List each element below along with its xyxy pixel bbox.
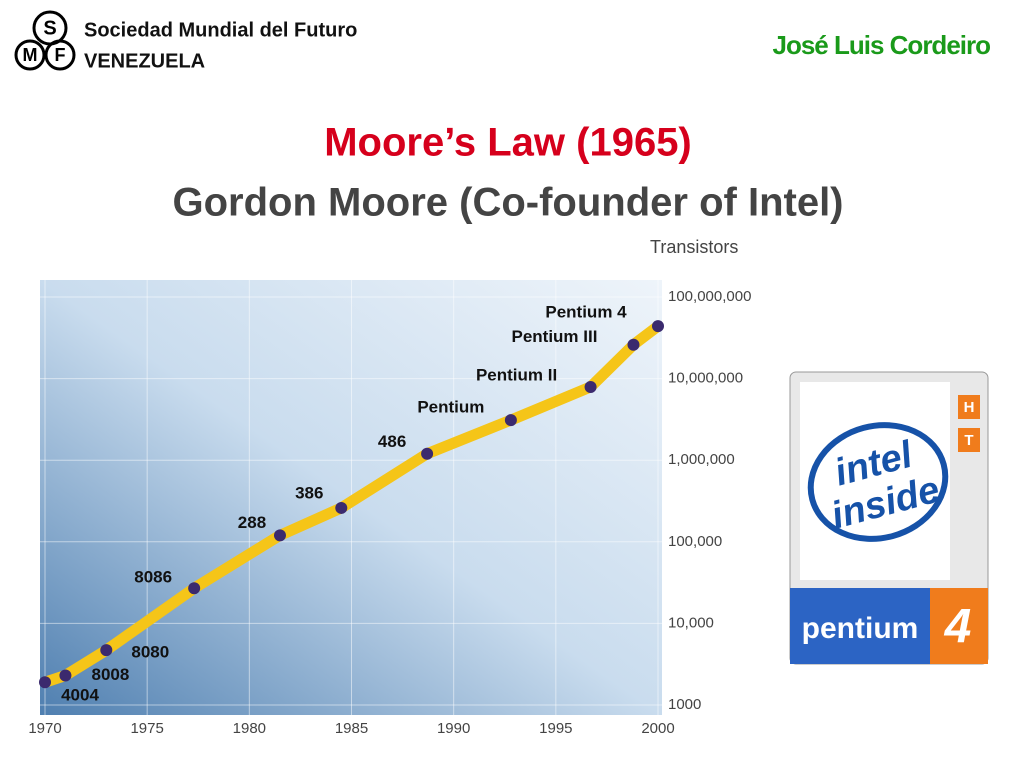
subtitle: Gordon Moore (Co-founder of Intel) [173, 181, 844, 225]
point [188, 582, 201, 595]
point-label: 4004 [61, 686, 99, 705]
logo-letter: M [23, 45, 38, 65]
logo-letter: S [43, 17, 56, 39]
logo-ring [14, 39, 46, 71]
point-label: 386 [295, 483, 323, 502]
point-label: Pentium [417, 398, 484, 417]
y-axis-title: Transistors [650, 237, 738, 257]
version: 4 [944, 601, 972, 654]
point [39, 676, 51, 689]
point [59, 669, 72, 682]
badge: H [964, 399, 975, 416]
logo-panel [800, 382, 950, 580]
logo-swirl [807, 422, 949, 542]
point-label: 8086 [134, 568, 172, 587]
point [627, 338, 640, 351]
intel-logo: H T intel inside pentium 4 [789, 371, 989, 665]
point-label: 8008 [92, 665, 130, 684]
point [584, 380, 597, 393]
y-tick-label: 1,000,000 [668, 451, 735, 468]
y-tick-label: 1000 [668, 696, 701, 713]
y-tick-label: 10,000 [668, 614, 714, 631]
badge-box [958, 395, 980, 419]
author: José Luis Cordeiro [773, 30, 991, 60]
y-tick-label: 10,000,000 [668, 370, 743, 387]
x-tick-label: 1980 [233, 720, 266, 737]
point [335, 501, 348, 514]
point [504, 414, 517, 427]
x-tick-label: 1985 [335, 720, 368, 737]
x-tick-label: 2000 [641, 720, 674, 737]
logo-ring [44, 39, 76, 71]
brand: pentium [802, 612, 919, 645]
brand-band [790, 588, 930, 664]
point-label: Pentium 4 [545, 303, 627, 322]
x-tick-label: 1995 [539, 720, 572, 737]
point [421, 447, 434, 460]
organization: Sociedad Mundial del Futuro [84, 19, 357, 41]
x-tick-label: 1990 [437, 720, 470, 737]
y-tick-label: 100,000 [668, 533, 722, 550]
badge: T [964, 432, 973, 449]
org-logo: S M F [14, 10, 76, 71]
version-band [930, 588, 988, 664]
x-tick-label: 1975 [130, 720, 163, 737]
y-tick-label: 100,000,000 [668, 288, 751, 305]
point [652, 320, 664, 333]
point-label: 8080 [131, 643, 169, 662]
country: VENEZUELA [84, 50, 205, 72]
point-label: 486 [378, 432, 406, 451]
badge-box [958, 428, 980, 452]
x-tick-label: 1970 [28, 720, 61, 737]
point-label: Pentium II [476, 365, 557, 384]
point-label: Pentium III [511, 327, 597, 346]
point [273, 529, 286, 542]
point-label: 288 [238, 513, 266, 532]
point [100, 644, 113, 657]
logo-letter: F [55, 45, 66, 65]
title: Moore’s Law (1965) [324, 121, 692, 165]
